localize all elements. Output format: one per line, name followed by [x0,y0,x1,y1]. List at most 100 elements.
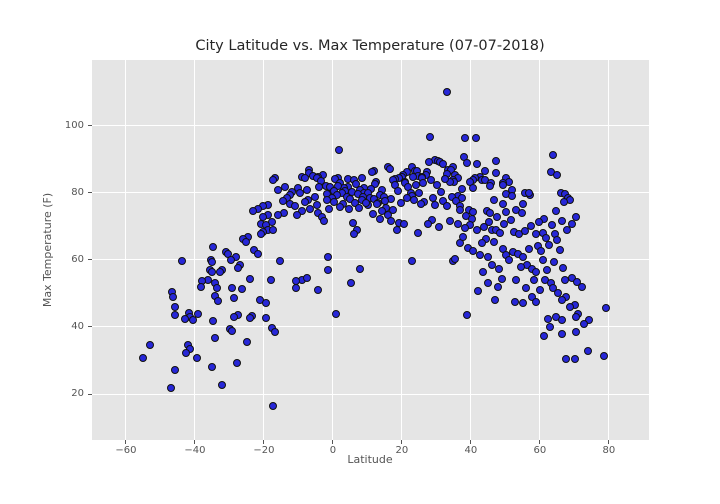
data-point [558,316,567,325]
data-point [565,303,574,312]
data-point [324,204,333,213]
data-point [484,279,493,288]
data-point [386,216,395,225]
data-point [402,193,411,202]
data-point [234,263,243,272]
data-point [330,197,339,206]
data-point [519,252,528,261]
data-point [375,214,384,223]
data-point [451,254,460,263]
data-point [269,402,278,411]
data-point [508,192,517,201]
data-point [274,186,283,195]
x-tick-label: −40 [184,445,206,456]
data-point [362,199,371,208]
data-point [568,273,577,282]
data-point [485,182,494,191]
x-tick-mark [194,440,196,444]
data-point [475,250,484,259]
y-tick-label: 40 [71,320,84,332]
y-tick-label: 60 [71,253,84,265]
data-point [245,313,254,322]
gridline-vertical [125,60,127,440]
data-point [438,160,447,169]
data-point [519,299,528,308]
data-point [519,199,528,208]
data-point [584,316,593,325]
data-point [526,221,535,230]
data-point [302,273,311,282]
data-point [355,203,364,212]
data-point [181,348,190,357]
data-point [462,310,471,319]
data-point [501,207,510,216]
data-point [324,252,333,261]
data-point [483,252,492,261]
data-point [461,223,470,232]
data-point [524,189,533,198]
data-point [416,200,425,209]
data-point [440,174,449,183]
data-point [433,180,442,189]
gridline-horizontal [91,259,649,261]
data-point [549,150,558,159]
data-point [428,215,437,224]
data-point [549,284,558,293]
data-point [166,384,175,392]
x-tick-label: 20 [395,445,409,456]
data-point [512,276,521,285]
x-axis-label: Latitude [347,453,393,466]
data-point [300,197,309,206]
data-point [494,283,503,292]
data-point [400,219,409,228]
data-point [378,206,387,215]
data-point [232,358,241,367]
data-point [228,284,237,293]
data-point [178,256,187,265]
data-point [577,283,586,292]
data-point [230,294,239,303]
data-point [557,217,566,226]
data-point [480,222,489,231]
data-point [560,275,569,284]
data-point [549,257,558,266]
data-point [292,211,301,220]
data-point [186,344,195,353]
x-tick-label: 40 [464,445,478,456]
data-point [274,211,283,220]
y-tick-label: 100 [64,119,84,131]
data-point [551,206,560,215]
data-point [346,194,355,203]
data-point [253,249,262,258]
data-point [335,145,344,154]
gridline-vertical [194,60,196,440]
data-point [350,198,359,207]
data-point [535,286,544,295]
gridline-horizontal [91,393,649,395]
data-point [355,265,364,274]
data-point [180,314,189,323]
data-point [540,332,549,341]
data-point [146,341,155,350]
data-point [409,172,418,181]
data-point [314,286,323,295]
data-point [269,226,278,235]
data-point [346,278,355,287]
data-point [484,218,493,227]
gridline-vertical [401,60,403,440]
data-point [434,223,443,232]
x-tick-mark [401,440,403,444]
data-point [544,314,553,323]
data-point [196,283,205,292]
data-point [487,260,496,269]
data-point [310,192,319,201]
data-point [521,226,530,235]
data-point [392,225,401,234]
data-point [414,229,423,238]
data-point [445,216,454,225]
data-point [506,215,515,224]
data-point [545,322,554,331]
data-point [547,221,556,230]
data-point [230,313,239,322]
data-point [447,192,456,201]
